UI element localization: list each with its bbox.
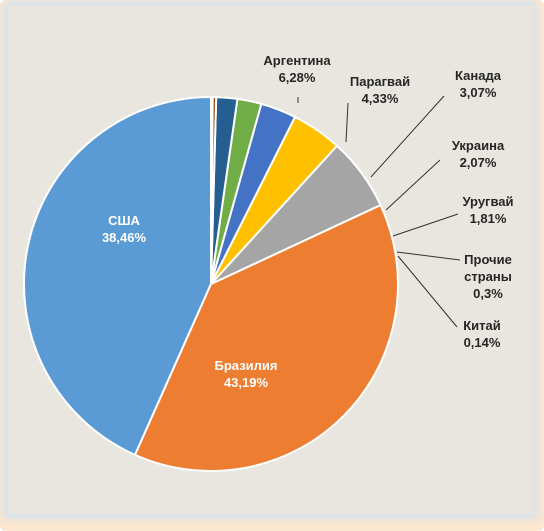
pie-slice-8 <box>210 95 214 285</box>
pie-slices <box>23 95 399 472</box>
slice-label-4: Канада 3,07% <box>455 68 502 100</box>
slice-label-7: Прочие страны 0,3% <box>464 252 512 301</box>
leader-line-7 <box>396 251 461 261</box>
slice-label-3: Парагвай 4,33% <box>350 74 410 106</box>
leader-line-5 <box>385 159 441 211</box>
leader-line-4 <box>370 95 445 178</box>
leader-line-8 <box>397 255 458 328</box>
leader-line-3 <box>345 102 349 143</box>
leader-line-6 <box>392 213 459 237</box>
slice-label-8: Китай 0,14% <box>463 318 501 350</box>
slice-label-1: США 38,46% <box>102 213 147 245</box>
slice-label-6: Уругвай 1,81% <box>462 194 513 226</box>
slice-label-5: Украина 2,07% <box>452 138 505 170</box>
slice-label-0: Бразилия 43,19% <box>215 358 278 390</box>
leader-lines <box>297 95 461 328</box>
slice-label-2: Аргентина 6,28% <box>263 53 331 85</box>
pie-slice-0 <box>23 95 212 457</box>
pie-slice-1 <box>133 203 399 472</box>
slice-labels: Бразилия 43,19% США 38,46% Аргентина 6,28% Пар… <box>102 53 514 390</box>
